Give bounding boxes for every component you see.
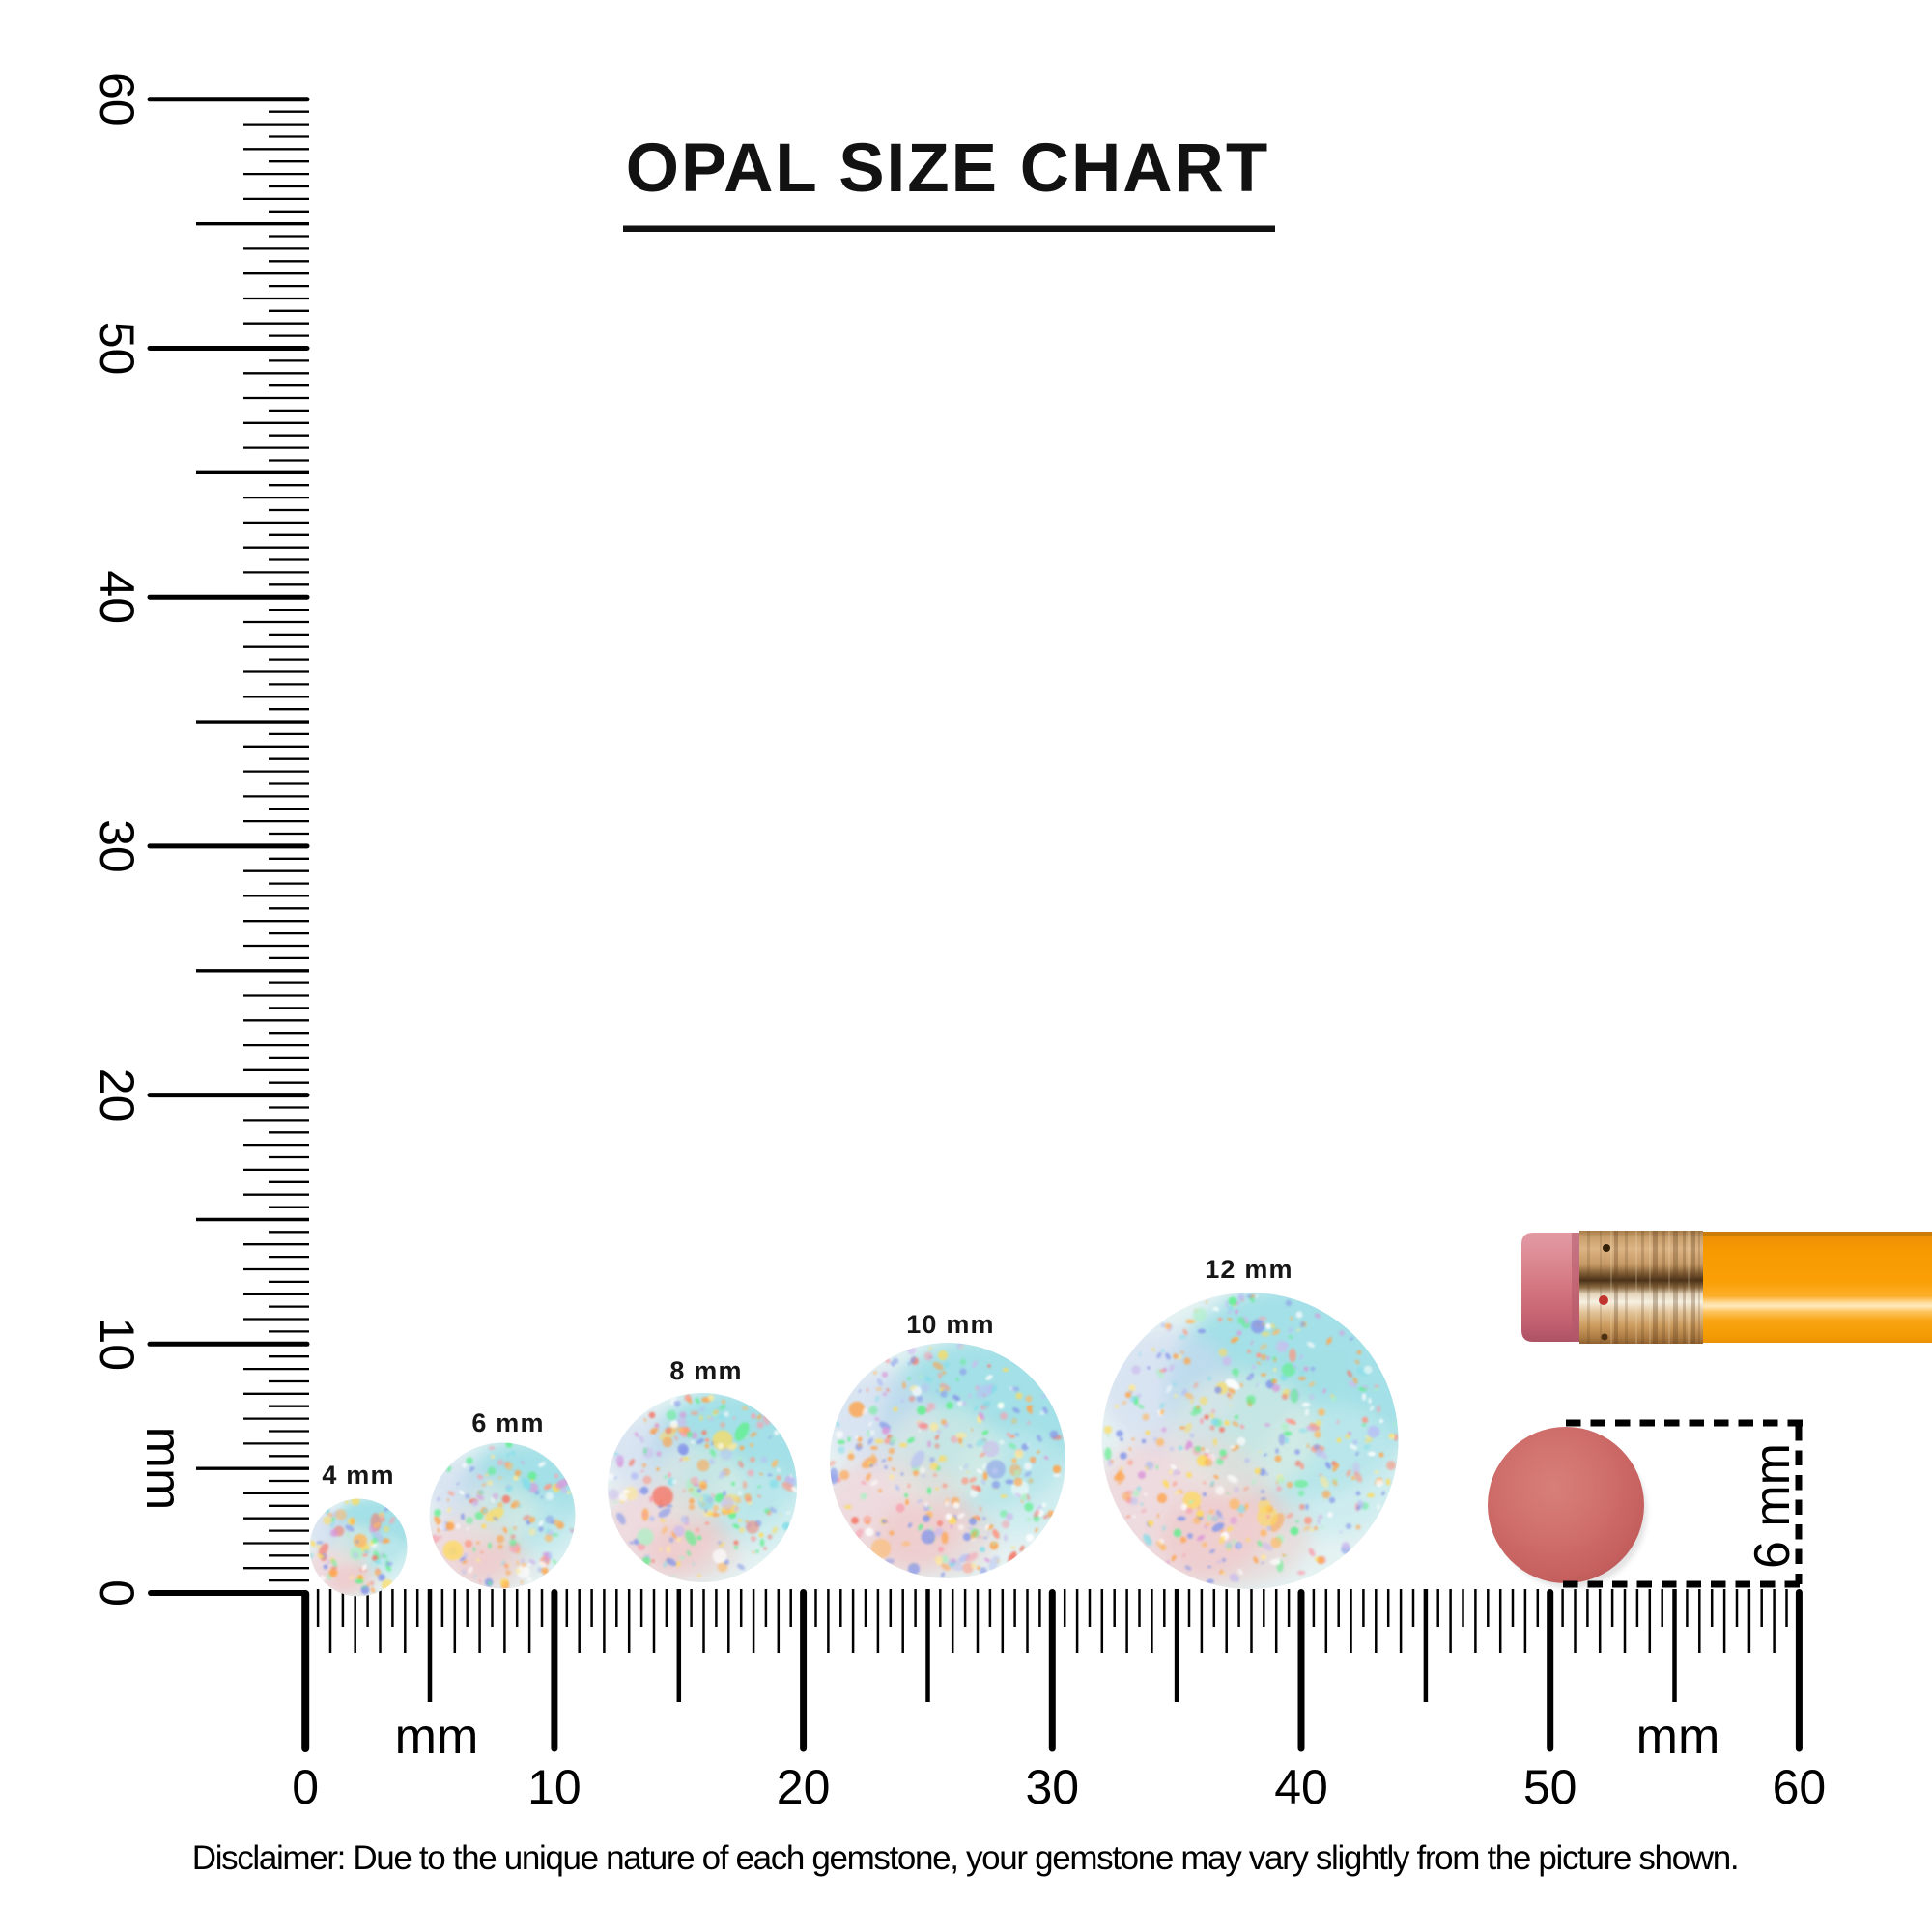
svg-text:60: 60: [1773, 1760, 1827, 1814]
svg-text:40: 40: [90, 570, 144, 624]
svg-text:OPAL SIZE CHART: OPAL SIZE CHART: [626, 130, 1269, 207]
svg-text:6 mm: 6 mm: [1745, 1443, 1801, 1569]
svg-text:20: 20: [90, 1068, 144, 1122]
svg-text:40: 40: [1274, 1760, 1328, 1814]
svg-text:8 mm: 8 mm: [669, 1356, 742, 1385]
svg-text:10 mm: 10 mm: [906, 1310, 995, 1339]
svg-text:4 mm: 4 mm: [322, 1461, 394, 1490]
svg-text:6 mm: 6 mm: [471, 1408, 544, 1437]
svg-text:mm: mm: [395, 1709, 479, 1765]
svg-text:20: 20: [777, 1760, 831, 1814]
svg-text:mm: mm: [1636, 1709, 1720, 1765]
svg-text:50: 50: [90, 322, 144, 376]
svg-text:12 mm: 12 mm: [1205, 1255, 1293, 1284]
svg-text:mm: mm: [135, 1427, 191, 1511]
svg-text:0: 0: [292, 1760, 319, 1814]
svg-text:0: 0: [90, 1579, 144, 1606]
svg-text:60: 60: [90, 72, 144, 127]
svg-text:30: 30: [1025, 1760, 1079, 1814]
svg-text:Disclaimer: Due to the unique: Disclaimer: Due to the unique nature of …: [192, 1839, 1738, 1877]
svg-text:10: 10: [527, 1760, 582, 1814]
svg-text:50: 50: [1523, 1760, 1577, 1814]
svg-text:30: 30: [90, 819, 144, 873]
svg-text:10: 10: [90, 1317, 144, 1371]
